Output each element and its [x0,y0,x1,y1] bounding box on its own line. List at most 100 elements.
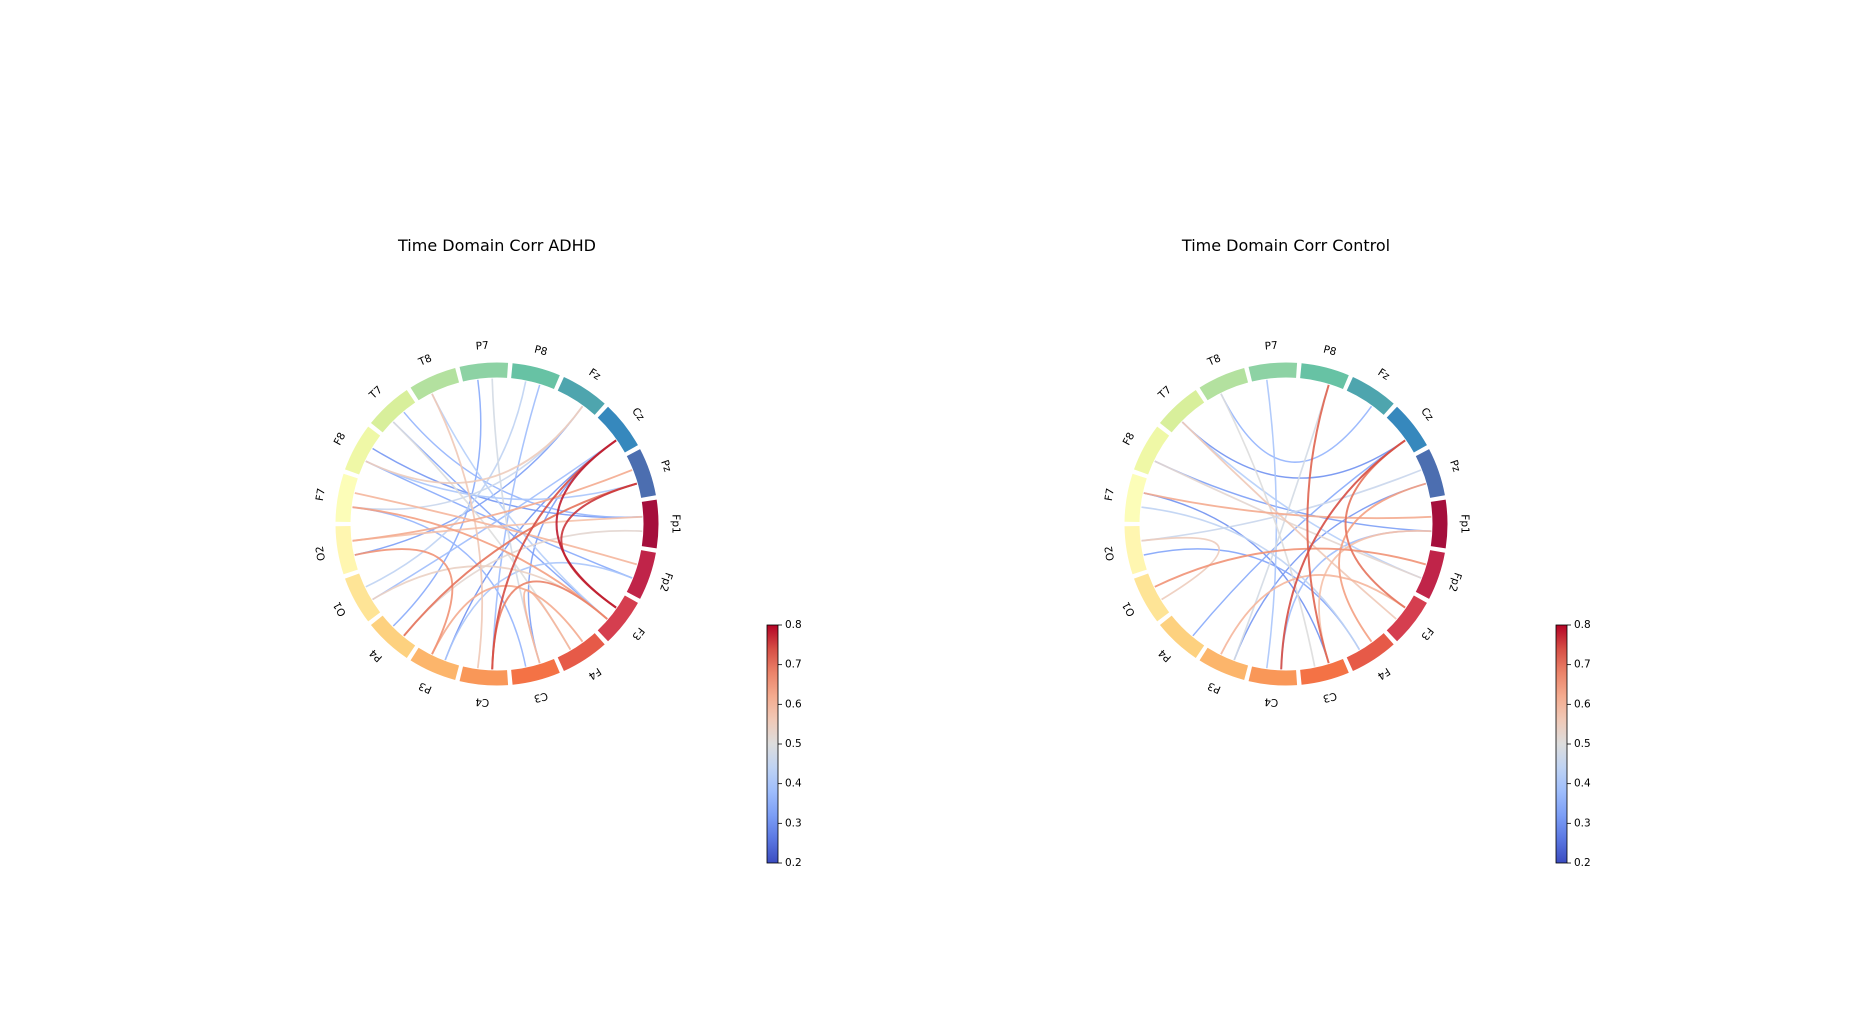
colorbar-tick-label: 0.5 [785,738,802,750]
chord-diagram-adhd: Fp1 Fp2 F3 F4 C3 C4 P3 P4 O1 O2 F7 F8 T7 T8 P7 P8 Fz Cz Pz [314,340,682,709]
node-label-O2: O2 [1103,545,1117,562]
node-F3 [597,595,638,642]
node-label-O2: O2 [314,545,328,562]
node-Fp2 [1415,550,1445,599]
node-label-T7: T7 [366,384,385,402]
connection-Fp1-T7 [403,411,643,518]
connection-P4-Cz [1192,439,1406,637]
connection-C4-Cz [1280,439,1406,670]
node-label-Fp1: Fp1 [670,514,682,533]
node-F4 [1346,633,1394,671]
node-label-Pz: Pz [1447,458,1462,474]
node-label-P8: P8 [1322,344,1338,359]
connection-F8-Fz [365,405,584,484]
node-P8 [511,363,560,390]
node-F4 [557,633,605,671]
node-P7 [459,362,509,382]
node-Fz [1346,377,1394,415]
connection-P7-P4 [392,379,482,627]
connection-F4-P3 [431,585,584,655]
node-label-P4: P4 [367,646,385,664]
node-label-P8: P8 [533,344,549,359]
node-label-Fp2: Fp2 [657,571,675,593]
node-P3 [410,647,460,680]
connection-T7-Cz [1181,421,1406,479]
chart-title-adhd: Time Domain Corr ADHD [397,236,596,255]
colorbar-tick-label: 0.6 [785,698,802,710]
connection-C3-P8 [1306,384,1330,664]
connection-O2-Fz [354,405,584,556]
node-label-Fp2: Fp2 [1446,571,1464,593]
node-Fp2 [626,550,656,599]
connection-F7-C3 [352,506,527,667]
node-label-F7: F7 [314,487,328,502]
colorbar-tick-label: 0.8 [785,619,802,631]
node-label-F4: F4 [586,665,603,682]
node-Cz [597,406,638,453]
node-C4 [459,666,509,686]
node-label-Fp1: Fp1 [1459,514,1471,533]
node-P8 [1300,363,1349,390]
connection-F4-Pz [1338,482,1427,643]
node-label-Pz: Pz [658,458,673,474]
node-Pz [626,449,656,498]
node-label-Cz: Cz [629,406,647,424]
node-label-C3: C3 [1322,689,1339,704]
node-C3 [1300,658,1349,685]
colorbar-gradient [1555,624,1568,864]
node-label-F4: F4 [1375,665,1392,682]
connection-C4-F3 [491,580,608,670]
node-label-F3: F3 [629,625,646,642]
connection-O1-O2 [1141,536,1221,601]
connection-Fp2-O1 [1154,547,1427,588]
node-label-Fz: Fz [1375,366,1392,383]
edges [1141,379,1432,670]
colorbar-tick-label: 0.6 [1574,698,1591,710]
chart-title-control: Time Domain Corr Control [1181,236,1390,255]
colorbar-tick-label: 0.2 [785,857,802,869]
connection-P3-Fp2 [444,561,633,661]
node-P4 [1159,615,1205,658]
connection-Fp1-F7 [1143,492,1432,520]
node-label-T7: T7 [1155,384,1174,402]
connection-F3-P3 [1220,574,1406,655]
colorbar-tick-label: 0.2 [1574,857,1591,869]
colorbar-tick-label: 0.7 [785,659,802,671]
node-O1 [344,573,381,622]
connection-P3-P8 [1233,384,1330,661]
node-F7 [335,473,358,522]
node-label-F7: F7 [1103,487,1117,502]
node-C4 [1248,666,1298,686]
connection-T8-F3 [431,393,608,620]
colorbar-tick-label: 0.7 [1574,659,1591,671]
colorbar-tick-label: 0.3 [785,817,802,829]
node-label-P3: P3 [1206,679,1223,695]
node-label-C4: C4 [1264,695,1279,708]
node-Cz [1386,406,1427,453]
node-T7 [1159,390,1205,433]
node-T8 [1199,368,1249,401]
connection-F8-Fp2 [365,460,633,579]
node-label-P4: P4 [1156,646,1174,664]
node-P7 [1248,362,1298,382]
node-O1 [1133,573,1170,622]
node-T8 [410,368,460,401]
colorbar-tick-label: 0.3 [1574,817,1591,829]
connection-T7-F3 [1181,421,1397,620]
node-F8 [1133,426,1170,475]
node-label-C4: C4 [475,695,490,708]
edges [352,378,643,670]
colorbar-tick-label: 0.8 [1574,619,1591,631]
node-label-F3: F3 [1418,625,1435,642]
colorbar-gradient [766,624,779,864]
node-F8 [344,426,381,475]
node-ring: Fp1 Fp2 F3 F4 C3 C4 P3 P4 O1 O2 F7 F8 T7 T8 P7 P8 Fz Cz Pz [1103,340,1471,709]
node-Fz [557,377,605,415]
node-label-P7: P7 [475,340,489,353]
node-label-Cz: Cz [1418,406,1436,424]
connection-Pz-O2 [352,469,633,542]
node-P4 [370,615,416,658]
colorbar-tick-label: 0.4 [785,778,802,790]
node-O2 [335,526,358,575]
